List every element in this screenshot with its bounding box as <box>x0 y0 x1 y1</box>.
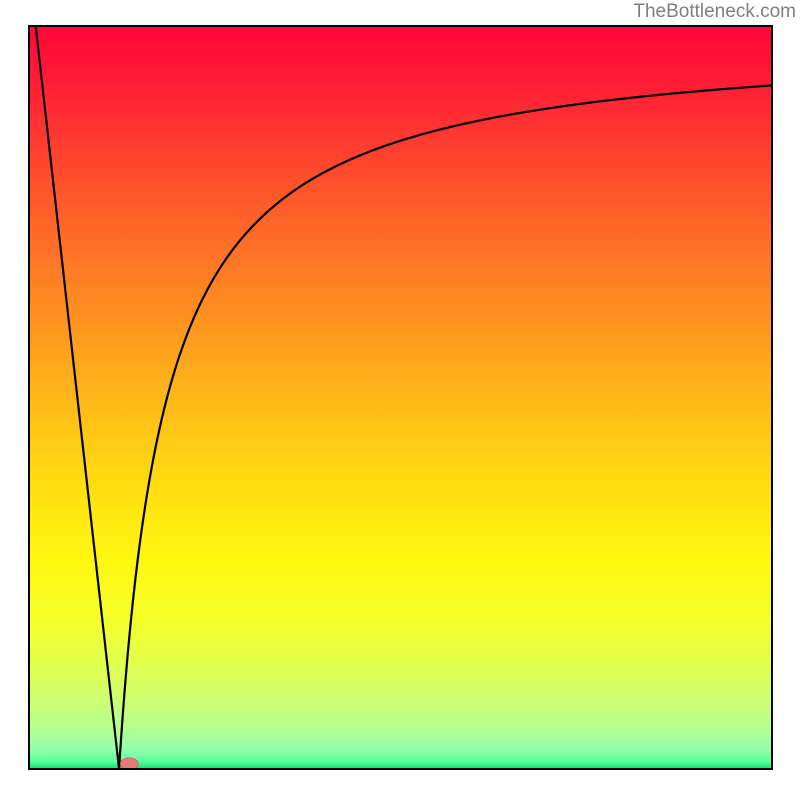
plot-background <box>29 26 772 769</box>
bottleneck-chart: TheBottleneck.com <box>0 0 800 800</box>
attribution-label: TheBottleneck.com <box>633 1 796 22</box>
optimal-point-marker <box>120 758 138 770</box>
